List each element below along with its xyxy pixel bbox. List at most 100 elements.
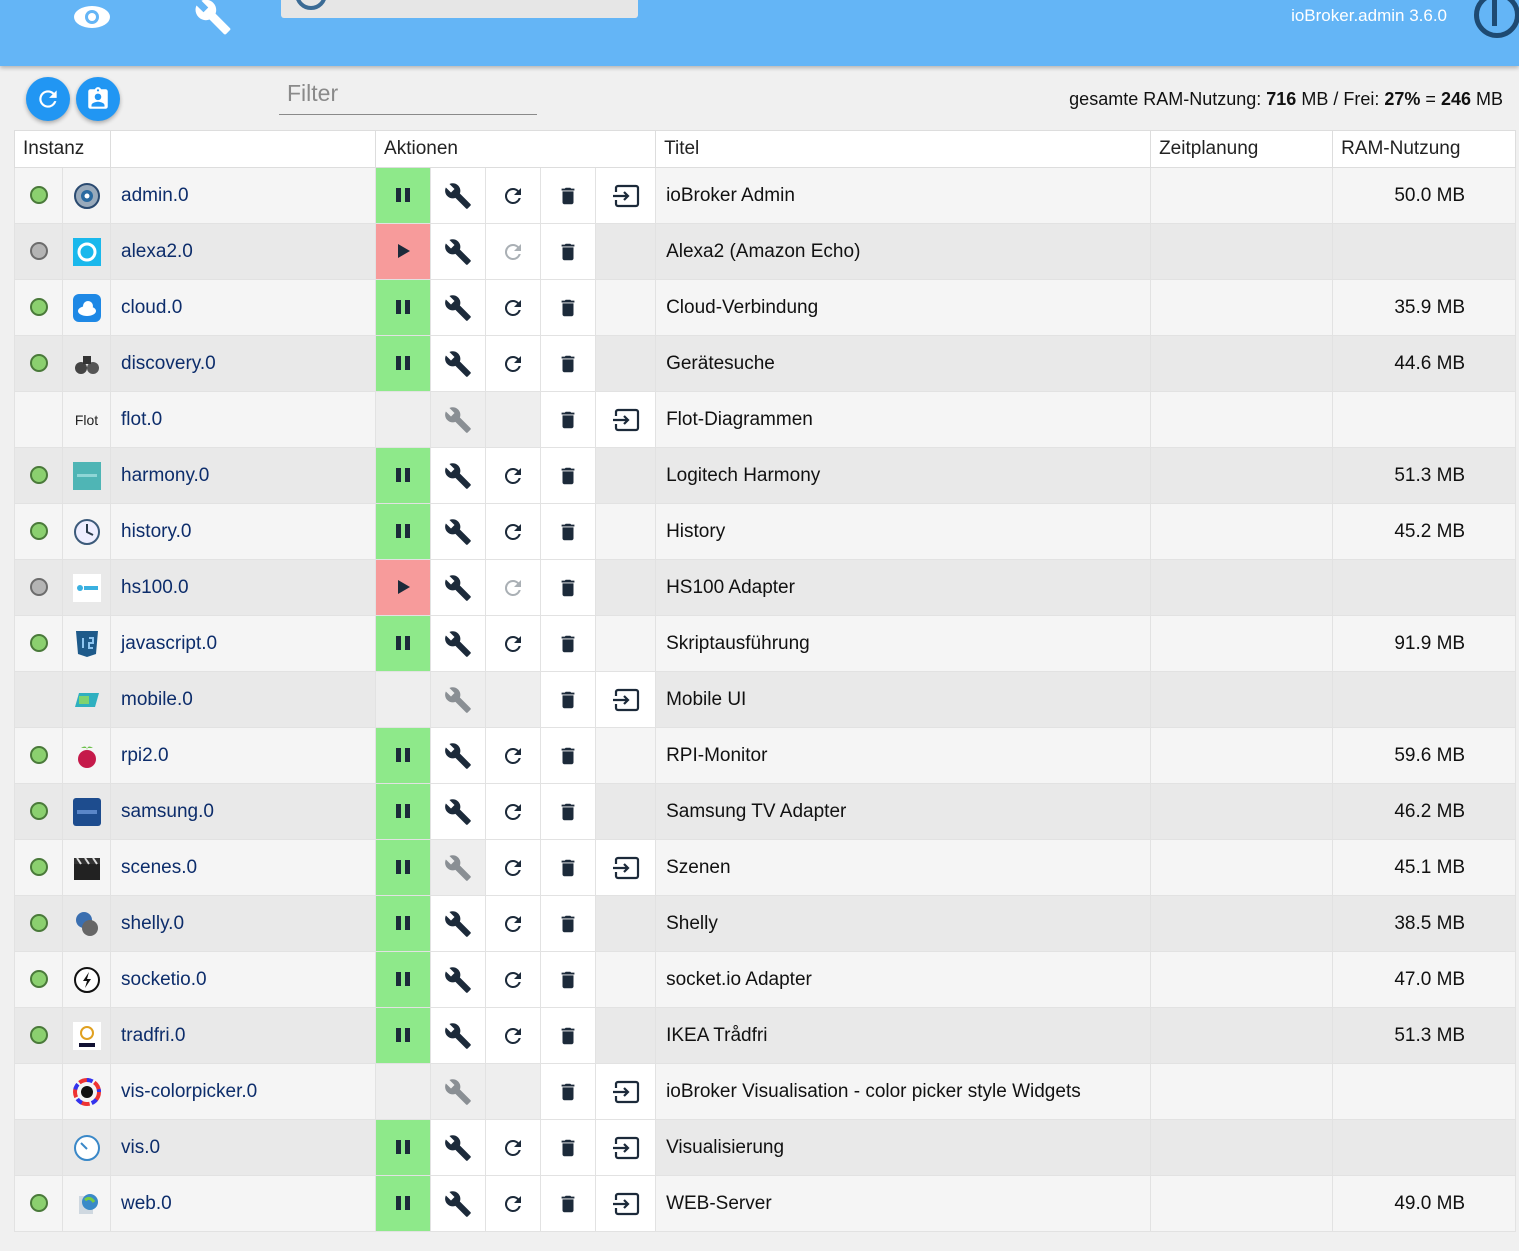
open-web-button[interactable] (595, 1119, 657, 1176)
iobroker-logo-icon[interactable] (1474, 0, 1519, 38)
settings-button[interactable] (430, 783, 487, 840)
instance-name[interactable]: scenes.0 (110, 839, 377, 896)
settings-button[interactable] (430, 447, 487, 504)
start-button[interactable] (375, 223, 432, 280)
instance-name[interactable]: shelly.0 (110, 895, 377, 952)
instance-name[interactable]: discovery.0 (110, 335, 377, 392)
reload-button[interactable] (485, 335, 542, 392)
delete-button[interactable] (540, 839, 597, 896)
reload-button[interactable] (485, 1007, 542, 1064)
settings-button[interactable] (430, 167, 487, 224)
settings-button[interactable] (430, 1119, 487, 1176)
open-web-button[interactable] (595, 1175, 657, 1232)
delete-button[interactable] (540, 1063, 597, 1120)
reload-button[interactable] (485, 951, 542, 1008)
pause-button[interactable] (375, 1175, 432, 1232)
delete-button[interactable] (540, 1119, 597, 1176)
delete-button[interactable] (540, 727, 597, 784)
settings-button[interactable] (430, 279, 487, 336)
settings-button[interactable] (430, 615, 487, 672)
delete-button[interactable] (540, 895, 597, 952)
reload-button[interactable] (485, 1119, 542, 1176)
instance-name[interactable]: mobile.0 (110, 671, 377, 728)
instance-name[interactable]: javascript.0 (110, 615, 377, 672)
delete-button[interactable] (540, 167, 597, 224)
delete-button[interactable] (540, 391, 597, 448)
instance-name[interactable]: rpi2.0 (110, 727, 377, 784)
pause-button[interactable] (375, 447, 432, 504)
filter-input[interactable] (279, 80, 545, 107)
wrench-icon[interactable] (192, 0, 234, 36)
instance-name[interactable]: alexa2.0 (110, 223, 377, 280)
reload-button[interactable] (485, 727, 542, 784)
settings-button[interactable] (430, 335, 487, 392)
settings-button[interactable] (430, 895, 487, 952)
delete-button[interactable] (540, 671, 597, 728)
delete-button[interactable] (540, 1175, 597, 1232)
pause-button[interactable] (375, 727, 432, 784)
pause-button[interactable] (375, 895, 432, 952)
instance-name[interactable]: socketio.0 (110, 951, 377, 1008)
settings-button[interactable] (430, 503, 487, 560)
pause-button[interactable] (375, 279, 432, 336)
delete-button[interactable] (540, 447, 597, 504)
reload-button[interactable] (485, 1175, 542, 1232)
delete-button[interactable] (540, 335, 597, 392)
filter-field[interactable] (279, 80, 545, 115)
delete-button[interactable] (540, 1007, 597, 1064)
instance-name[interactable]: hs100.0 (110, 559, 377, 616)
adapter-search-box[interactable] (281, 0, 638, 18)
expert-mode-button[interactable] (76, 77, 120, 121)
reload-button[interactable] (485, 783, 542, 840)
column-title[interactable]: Titel (655, 130, 1152, 168)
settings-button[interactable] (430, 559, 487, 616)
pause-button[interactable] (375, 615, 432, 672)
instance-name[interactable]: history.0 (110, 503, 377, 560)
pause-button[interactable] (375, 1119, 432, 1176)
settings-button[interactable] (430, 1175, 487, 1232)
open-web-button[interactable] (595, 167, 657, 224)
reload-button[interactable] (485, 279, 542, 336)
pause-button[interactable] (375, 1007, 432, 1064)
instance-name[interactable]: web.0 (110, 1175, 377, 1232)
eye-icon[interactable] (72, 2, 112, 32)
instance-name[interactable]: flot.0 (110, 391, 377, 448)
instance-name[interactable]: samsung.0 (110, 783, 377, 840)
pause-button[interactable] (375, 783, 432, 840)
pause-button[interactable] (375, 951, 432, 1008)
delete-button[interactable] (540, 783, 597, 840)
instance-name[interactable]: admin.0 (110, 167, 377, 224)
reload-button[interactable] (485, 615, 542, 672)
reload-button[interactable] (485, 895, 542, 952)
delete-button[interactable] (540, 279, 597, 336)
start-button[interactable] (375, 559, 432, 616)
instance-name[interactable]: vis.0 (110, 1119, 377, 1176)
reload-button[interactable] (485, 503, 542, 560)
delete-button[interactable] (540, 951, 597, 1008)
instance-name[interactable]: cloud.0 (110, 279, 377, 336)
settings-button[interactable] (430, 951, 487, 1008)
column-instance[interactable]: Instanz (13, 130, 112, 168)
settings-button[interactable] (430, 727, 487, 784)
instance-name[interactable]: tradfri.0 (110, 1007, 377, 1064)
open-web-button[interactable] (595, 391, 657, 448)
delete-button[interactable] (540, 615, 597, 672)
open-web-button[interactable] (595, 671, 657, 728)
pause-button[interactable] (375, 503, 432, 560)
reload-button[interactable] (485, 167, 542, 224)
delete-button[interactable] (540, 503, 597, 560)
open-web-button[interactable] (595, 1063, 657, 1120)
open-web-button[interactable] (595, 839, 657, 896)
pause-button[interactable] (375, 167, 432, 224)
instance-name[interactable]: harmony.0 (110, 447, 377, 504)
reload-button[interactable] (485, 447, 542, 504)
refresh-button[interactable] (26, 77, 70, 121)
settings-button[interactable] (430, 223, 487, 280)
pause-button[interactable] (375, 839, 432, 896)
reload-button[interactable] (485, 839, 542, 896)
settings-button[interactable] (430, 1007, 487, 1064)
delete-button[interactable] (540, 223, 597, 280)
delete-button[interactable] (540, 559, 597, 616)
pause-button[interactable] (375, 335, 432, 392)
instance-name[interactable]: vis-colorpicker.0 (110, 1063, 377, 1120)
